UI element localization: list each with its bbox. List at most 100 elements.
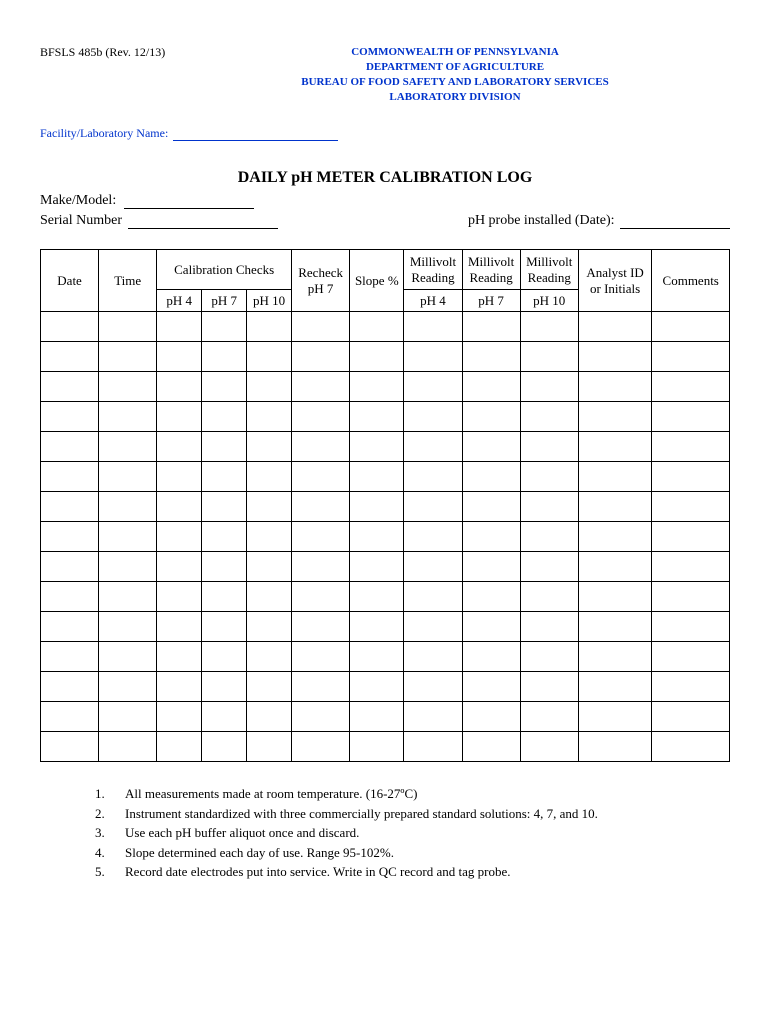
table-cell[interactable]	[404, 402, 462, 432]
table-cell[interactable]	[578, 462, 652, 492]
table-cell[interactable]	[404, 582, 462, 612]
table-cell[interactable]	[462, 612, 520, 642]
table-cell[interactable]	[292, 462, 350, 492]
table-cell[interactable]	[404, 552, 462, 582]
table-cell[interactable]	[350, 642, 404, 672]
table-cell[interactable]	[247, 402, 292, 432]
table-cell[interactable]	[157, 552, 202, 582]
table-cell[interactable]	[578, 582, 652, 612]
facility-input-line[interactable]	[173, 140, 338, 141]
table-cell[interactable]	[652, 462, 730, 492]
table-cell[interactable]	[157, 372, 202, 402]
table-cell[interactable]	[652, 432, 730, 462]
table-cell[interactable]	[520, 402, 578, 432]
table-cell[interactable]	[202, 432, 247, 462]
table-cell[interactable]	[652, 342, 730, 372]
table-cell[interactable]	[578, 672, 652, 702]
table-cell[interactable]	[578, 522, 652, 552]
table-cell[interactable]	[202, 612, 247, 642]
table-cell[interactable]	[247, 312, 292, 342]
table-cell[interactable]	[350, 612, 404, 642]
table-cell[interactable]	[292, 342, 350, 372]
table-cell[interactable]	[520, 312, 578, 342]
table-cell[interactable]	[652, 672, 730, 702]
table-cell[interactable]	[578, 432, 652, 462]
table-cell[interactable]	[99, 552, 157, 582]
table-cell[interactable]	[247, 342, 292, 372]
table-cell[interactable]	[350, 582, 404, 612]
table-cell[interactable]	[404, 612, 462, 642]
table-cell[interactable]	[652, 612, 730, 642]
table-cell[interactable]	[99, 462, 157, 492]
table-cell[interactable]	[247, 672, 292, 702]
table-cell[interactable]	[578, 702, 652, 732]
table-cell[interactable]	[404, 702, 462, 732]
table-cell[interactable]	[41, 462, 99, 492]
table-cell[interactable]	[292, 672, 350, 702]
table-cell[interactable]	[247, 552, 292, 582]
table-cell[interactable]	[292, 522, 350, 552]
table-cell[interactable]	[99, 642, 157, 672]
table-cell[interactable]	[462, 372, 520, 402]
table-cell[interactable]	[41, 552, 99, 582]
table-cell[interactable]	[520, 642, 578, 672]
table-cell[interactable]	[99, 372, 157, 402]
table-cell[interactable]	[99, 732, 157, 762]
table-cell[interactable]	[520, 732, 578, 762]
table-cell[interactable]	[157, 402, 202, 432]
table-cell[interactable]	[292, 402, 350, 432]
table-cell[interactable]	[520, 492, 578, 522]
table-cell[interactable]	[247, 582, 292, 612]
table-cell[interactable]	[202, 492, 247, 522]
table-cell[interactable]	[462, 522, 520, 552]
table-cell[interactable]	[202, 402, 247, 432]
table-cell[interactable]	[462, 492, 520, 522]
table-cell[interactable]	[41, 402, 99, 432]
table-cell[interactable]	[404, 462, 462, 492]
table-cell[interactable]	[404, 642, 462, 672]
table-cell[interactable]	[157, 672, 202, 702]
table-cell[interactable]	[520, 342, 578, 372]
table-cell[interactable]	[292, 492, 350, 522]
table-cell[interactable]	[41, 522, 99, 552]
table-cell[interactable]	[578, 612, 652, 642]
table-cell[interactable]	[41, 732, 99, 762]
table-cell[interactable]	[462, 312, 520, 342]
table-cell[interactable]	[292, 732, 350, 762]
table-cell[interactable]	[41, 582, 99, 612]
table-cell[interactable]	[350, 522, 404, 552]
table-cell[interactable]	[350, 492, 404, 522]
serial-input-line[interactable]	[128, 228, 278, 229]
table-cell[interactable]	[520, 432, 578, 462]
table-cell[interactable]	[578, 342, 652, 372]
table-cell[interactable]	[462, 462, 520, 492]
table-cell[interactable]	[520, 462, 578, 492]
table-cell[interactable]	[578, 372, 652, 402]
table-cell[interactable]	[404, 492, 462, 522]
table-cell[interactable]	[652, 642, 730, 672]
table-cell[interactable]	[99, 492, 157, 522]
table-cell[interactable]	[652, 552, 730, 582]
table-cell[interactable]	[157, 492, 202, 522]
table-cell[interactable]	[578, 732, 652, 762]
table-cell[interactable]	[292, 702, 350, 732]
table-cell[interactable]	[350, 672, 404, 702]
table-cell[interactable]	[247, 702, 292, 732]
table-cell[interactable]	[202, 552, 247, 582]
table-cell[interactable]	[99, 432, 157, 462]
table-cell[interactable]	[202, 372, 247, 402]
table-cell[interactable]	[157, 582, 202, 612]
table-cell[interactable]	[520, 522, 578, 552]
table-cell[interactable]	[520, 582, 578, 612]
table-cell[interactable]	[157, 432, 202, 462]
table-cell[interactable]	[41, 342, 99, 372]
table-cell[interactable]	[350, 432, 404, 462]
table-cell[interactable]	[350, 342, 404, 372]
table-cell[interactable]	[292, 642, 350, 672]
table-cell[interactable]	[157, 312, 202, 342]
table-cell[interactable]	[202, 522, 247, 552]
table-cell[interactable]	[404, 522, 462, 552]
table-cell[interactable]	[157, 462, 202, 492]
table-cell[interactable]	[247, 462, 292, 492]
table-cell[interactable]	[404, 732, 462, 762]
